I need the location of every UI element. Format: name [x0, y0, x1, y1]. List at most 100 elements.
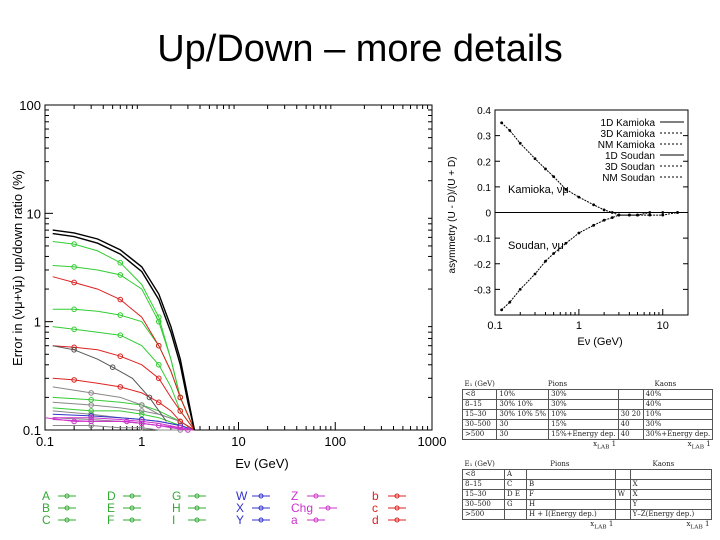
legend-label: 1D Kamioka — [601, 118, 656, 129]
legend-marker — [194, 517, 200, 523]
table-cell: D E — [504, 489, 527, 500]
series-line — [52, 345, 195, 431]
legend-marker — [313, 517, 319, 523]
table-cell: 40% — [642, 389, 714, 400]
table-cell: W — [614, 489, 631, 500]
y-tick-label: 1 — [34, 315, 41, 330]
table-row: <8 A — [461, 469, 713, 480]
legend-marker — [394, 505, 400, 511]
data-point — [602, 208, 606, 212]
x-axis-label: Eν (GeV) — [577, 336, 622, 348]
table-e-header: E₁ (GeV) — [464, 460, 495, 468]
data-point — [508, 129, 512, 132]
series-line — [52, 419, 195, 431]
table-cell — [614, 479, 631, 490]
legend-label: 3D Soudan — [605, 162, 655, 173]
table-cell — [504, 509, 527, 520]
table-cell — [629, 469, 713, 480]
legend-label: c — [372, 501, 378, 515]
table-cell — [617, 389, 644, 400]
data-point — [71, 306, 77, 313]
data-point — [88, 422, 94, 429]
data-point — [508, 300, 512, 304]
table-row: 8–15 30% 10% 30% 40% — [461, 399, 714, 410]
data-point — [500, 121, 504, 125]
x-tick-label: 1 — [705, 520, 710, 528]
data-point — [177, 408, 184, 414]
legend-label: F — [107, 513, 114, 527]
y-tick-label: 0.1 — [477, 183, 491, 194]
table-cell: 30 — [496, 429, 550, 440]
table-row: 8–15 C B X — [461, 479, 713, 490]
data-point — [155, 399, 162, 406]
data-point — [636, 213, 639, 217]
x-axis-label: x — [686, 520, 691, 528]
legend-label: a — [291, 513, 298, 527]
data-point — [88, 414, 94, 421]
legend-label: Y — [236, 513, 244, 527]
table-cell: B — [525, 479, 616, 490]
y-tick-label: 0.4 — [477, 106, 491, 117]
table-kaons-header: Kaons — [654, 380, 677, 388]
table-cell: 15% — [548, 419, 619, 430]
table-cell: 40 — [617, 419, 644, 430]
y-tick-label: -0.3 — [474, 285, 492, 296]
data-point — [592, 203, 596, 207]
table-cell — [614, 469, 631, 480]
legend-marker — [64, 517, 70, 523]
series-line — [501, 212, 678, 311]
series-line — [52, 326, 195, 431]
data-point — [177, 418, 184, 425]
data-point — [518, 287, 522, 291]
data-point — [117, 353, 124, 359]
table-cell: 30–500 — [461, 499, 506, 510]
table-cell: 30–500 — [461, 419, 498, 430]
slide-title: Up/Down – more details — [157, 28, 563, 70]
data-point — [602, 218, 606, 222]
data-point — [88, 397, 94, 403]
legend-label: D — [107, 489, 116, 503]
legend-label: G — [172, 489, 181, 503]
legend-marker — [129, 505, 135, 511]
pions-kaons-table-upper: E₁ (GeV) Pions Kaons <8 10% 30% 40% 8–15 30% … — [461, 380, 714, 452]
data-point — [185, 427, 191, 433]
table-cell: >500 — [461, 509, 506, 520]
series-line — [52, 377, 195, 431]
y-tick-label: 0.3 — [477, 132, 491, 143]
data-point — [564, 241, 568, 245]
data-point — [500, 308, 504, 312]
table-cell: 30 — [496, 419, 550, 430]
legend-marker — [129, 517, 135, 523]
legend-label: Z — [291, 489, 298, 503]
table-kaons-header: Kaons — [652, 460, 675, 468]
legend-label: W — [236, 489, 248, 503]
table-row: >500 H + I(Energy dep.) Y–Z(Energy dep.) — [461, 509, 713, 520]
data-point — [88, 418, 94, 425]
table-cell: 40 — [617, 429, 644, 440]
x-tick-label: 10 — [657, 320, 669, 332]
table-cell — [617, 399, 644, 410]
table-cell: 30 20 — [617, 409, 644, 420]
data-point — [71, 377, 77, 383]
legend-label: NM Soudan — [602, 173, 655, 184]
legend-label: d — [372, 513, 379, 527]
x-tick-label: 1 — [611, 440, 617, 448]
legend-marker — [394, 517, 400, 523]
data-point — [138, 402, 145, 408]
data-point — [177, 424, 184, 431]
data-point — [71, 264, 77, 270]
table-cell: 40% — [642, 399, 714, 410]
table-row: 15–30 30% 10% 5% 10% 30 20 10% — [461, 409, 714, 420]
data-point — [617, 213, 621, 217]
x-axis-subscript: LAB — [594, 524, 607, 531]
table-cell: 30%+Energy dep. — [642, 429, 714, 440]
legend-marker — [64, 493, 70, 499]
data-point — [138, 420, 145, 427]
table-cell — [614, 509, 631, 520]
series-line — [52, 345, 167, 422]
table-cell: 30% 10% 5% — [496, 409, 550, 420]
legend-label: H — [172, 501, 181, 515]
table-row: >500 30 15%+Energy dep. 40 30%+Energy dep. — [461, 429, 714, 440]
